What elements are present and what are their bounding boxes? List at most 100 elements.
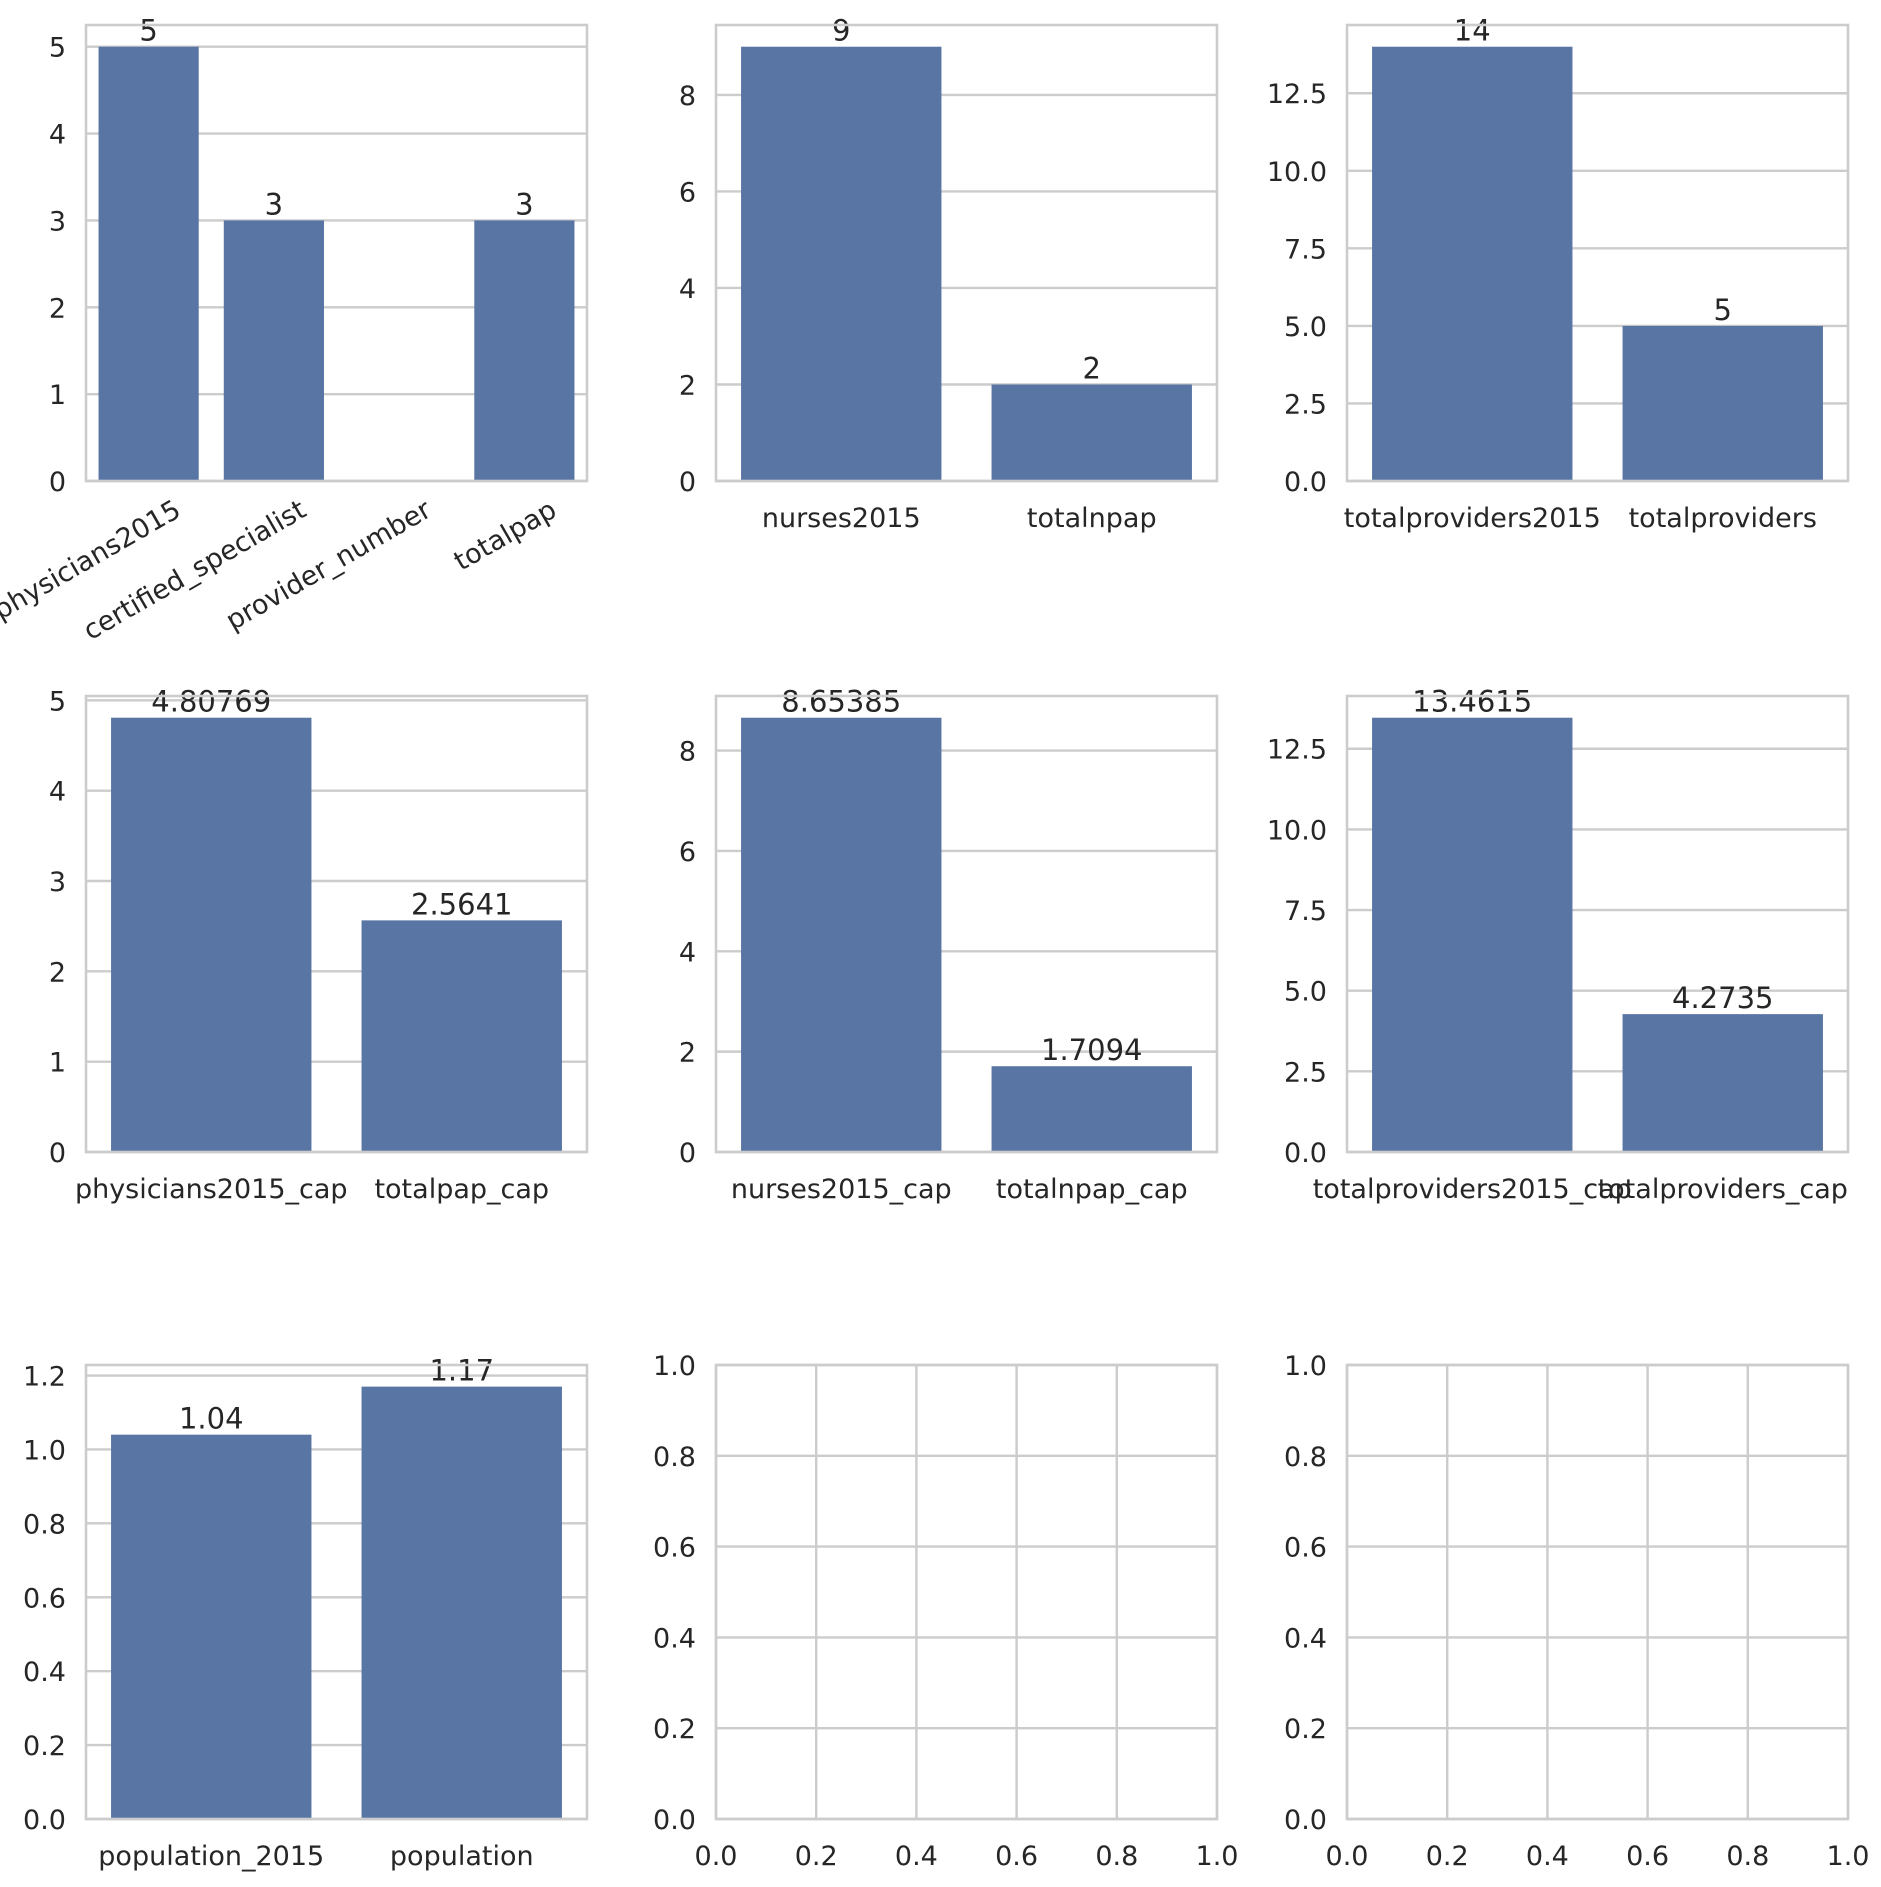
y-tick-label: 0 [49, 1138, 66, 1169]
x-tick-label: 0.2 [795, 1841, 838, 1872]
y-tick-label: 1.2 [23, 1362, 66, 1393]
axes-frame [84, 694, 589, 1154]
y-tick-label: 4 [49, 777, 66, 808]
axes-frame [84, 23, 589, 483]
bar-value-label: 2.5641 [411, 887, 512, 921]
x-tick-label: 0.6 [995, 1841, 1038, 1872]
chart-panel-2: 9 2 nurses2015 totalnpap 0 2 4 6 8 [679, 14, 1219, 534]
x-tick-label: 1.0 [1196, 1841, 1239, 1872]
bar-value-label: 3 [265, 187, 283, 221]
x-tick-label: totalproviders_cap [1598, 1174, 1848, 1205]
y-tick-label: 4 [679, 274, 696, 305]
bar-totalproviders-cap [1622, 1014, 1823, 1152]
x-tick-label: totalpap [449, 494, 562, 577]
y-tick-label: 0.2 [653, 1714, 696, 1745]
x-tick-label: 0.4 [895, 1841, 938, 1872]
axes-frame [714, 1363, 1219, 1821]
y-tick-label: 1.0 [23, 1435, 66, 1466]
bar-certified-specialist [223, 220, 324, 481]
y-tick-label: 0 [679, 1138, 696, 1169]
bar-value-label: 1.7094 [1041, 1033, 1142, 1067]
x-tick-label: totalnpap [1027, 503, 1157, 534]
bar-value-label: 2 [1083, 351, 1101, 385]
y-tick-label: 2.5 [1284, 1057, 1327, 1088]
y-tick-label: 0.6 [1284, 1533, 1327, 1564]
bar-nurses2015-cap [741, 717, 942, 1152]
x-tick-label: 0.0 [695, 1841, 738, 1872]
axes-frame [84, 1363, 589, 1821]
y-tick-label: 0.2 [1284, 1714, 1327, 1745]
y-tick-label: 0 [49, 467, 66, 498]
bar-physicians2015 [98, 46, 199, 481]
x-tick-label: provider_number [221, 494, 438, 637]
y-tick-label: 0.0 [23, 1805, 66, 1836]
axes-frame [714, 694, 1219, 1154]
axes-frame [1345, 1363, 1850, 1821]
bar-value-label: 4.2735 [1672, 981, 1773, 1015]
x-tick-label: population [390, 1841, 534, 1872]
x-tick-label: totalpap_cap [374, 1174, 549, 1205]
x-tick-label: 0.2 [1426, 1841, 1469, 1872]
chart-panel-5: 8.65385 1.7094 nurses2015_cap totalnpap_cap… [679, 685, 1219, 1205]
bar-value-label: 3 [515, 187, 533, 221]
x-tick-label: totalproviders [1629, 503, 1817, 534]
bar-population [361, 1386, 562, 1819]
bar-totalpap-cap [361, 920, 562, 1152]
x-tick-label: 0.6 [1626, 1841, 1669, 1872]
y-tick-label: 6 [679, 177, 696, 208]
axes-frame [1345, 23, 1850, 483]
y-tick-label: 2 [679, 370, 696, 401]
y-tick-label: 10.0 [1267, 815, 1327, 846]
y-tick-label: 0.8 [653, 1442, 696, 1473]
y-tick-label: 1 [49, 380, 66, 411]
y-tick-label: 2 [679, 1038, 696, 1069]
y-tick-label: 2 [49, 957, 66, 988]
chart-panel-9: 0.0 0.2 0.4 0.6 0.8 1.0 0.0 0.2 0.4 0.6 0.8 1.0 [1284, 1351, 1869, 1872]
y-tick-label: 1.0 [653, 1351, 696, 1382]
y-tick-label: 8 [679, 737, 696, 768]
bar-value-label: 9 [832, 14, 850, 48]
chart-panel-8: 0.0 0.2 0.4 0.6 0.8 1.0 0.0 0.2 0.4 0.6 0.8 1.0 [653, 1351, 1238, 1872]
x-tick-label: population_2015 [98, 1841, 324, 1872]
bar-value-label: 1.17 [429, 1354, 494, 1388]
y-tick-label: 0.0 [1284, 1138, 1327, 1169]
chart-panel-1: 53 3physicians2015certified_specialistpro… [0, 14, 589, 647]
chart-panel-3: 14 5 totalproviders2015 totalproviders 0.0 2.… [1267, 14, 1850, 534]
bar-nurses2015 [741, 46, 942, 481]
axes-frame [1345, 694, 1850, 1154]
y-tick-label: 0.6 [23, 1583, 66, 1614]
y-tick-label: 5.0 [1284, 977, 1327, 1008]
x-tick-label: 0.0 [1326, 1841, 1369, 1872]
bar-population-2015 [111, 1434, 312, 1819]
bar-totalproviders [1622, 325, 1823, 481]
bar-totalpap [474, 220, 575, 481]
chart-panel-6: 13.4615 4.2735 totalproviders2015_captotal… [1267, 685, 1850, 1205]
bar-totalnpap-cap [991, 1066, 1192, 1152]
bar-value-label: 14 [1454, 14, 1491, 48]
y-tick-label: 10.0 [1267, 157, 1327, 188]
bar-value-label: 8.65385 [781, 685, 901, 719]
y-tick-label: 0.4 [653, 1623, 696, 1654]
bar-value-label: 1.04 [179, 1402, 244, 1436]
x-tick-label: nurses2015_cap [731, 1174, 952, 1205]
bar-totalnpap [991, 384, 1192, 481]
y-tick-label: 0.0 [653, 1805, 696, 1836]
x-tick-label: certified_specialist [78, 494, 311, 646]
y-tick-label: 12.5 [1267, 735, 1327, 766]
chart-panel-7: 1.04 1.17 population_2015 population 0.0 0.2 0… [23, 1354, 589, 1872]
y-tick-label: 0.0 [1284, 1805, 1327, 1836]
y-tick-label: 0.2 [23, 1731, 66, 1762]
x-tick-label: 0.8 [1095, 1841, 1138, 1872]
y-tick-label: 0.8 [1284, 1442, 1327, 1473]
y-tick-label: 3 [49, 206, 66, 237]
y-tick-label: 2.5 [1284, 389, 1327, 420]
y-tick-label: 3 [49, 867, 66, 898]
x-tick-label: totalproviders2015 [1344, 503, 1601, 534]
y-tick-label: 4 [679, 937, 696, 968]
y-tick-label: 5.0 [1284, 312, 1327, 343]
bar-totalproviders2015 [1372, 46, 1573, 481]
y-tick-label: 2 [49, 293, 66, 324]
y-tick-label: 12.5 [1267, 79, 1327, 110]
x-tick-label: 0.4 [1526, 1841, 1569, 1872]
